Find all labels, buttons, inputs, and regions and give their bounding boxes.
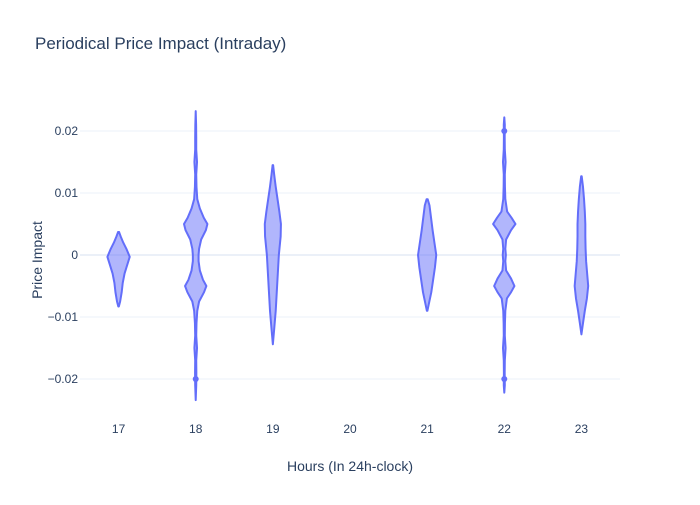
x-tick-label: 17 xyxy=(112,422,126,436)
violin-21[interactable] xyxy=(417,198,438,312)
x-tick-label: 23 xyxy=(575,422,589,436)
grid-layer xyxy=(80,130,620,380)
x-tick-label: 19 xyxy=(266,422,280,436)
violin-22[interactable] xyxy=(492,116,517,394)
violin-layer xyxy=(106,110,590,402)
y-tick-label: 0.01 xyxy=(55,186,79,200)
outlier-point[interactable] xyxy=(501,128,508,134)
chart-title: Periodical Price Impact (Intraday) xyxy=(35,34,287,53)
violin-17[interactable] xyxy=(106,231,131,308)
y-tick-label: −0.01 xyxy=(48,310,79,324)
x-tick-label: 22 xyxy=(498,422,512,436)
y-axis-title: Price Impact xyxy=(29,221,45,299)
axis-layer: 0.02 0.01 0 −0.01 −0.02 17 18 19 20 21 22 23 xyxy=(48,124,589,436)
violin-18[interactable] xyxy=(183,110,209,402)
violin-19[interactable] xyxy=(263,164,282,346)
y-tick-label: 0 xyxy=(71,248,78,262)
x-tick-label: 20 xyxy=(343,422,357,436)
x-axis-title: Hours (In 24h-clock) xyxy=(287,458,413,474)
x-tick-label: 21 xyxy=(420,422,434,436)
x-tick-label: 18 xyxy=(189,422,203,436)
violin-23[interactable] xyxy=(573,175,590,336)
outlier-point[interactable] xyxy=(501,376,508,382)
y-tick-label: 0.02 xyxy=(55,124,79,138)
y-tick-label: −0.02 xyxy=(48,372,79,386)
outlier-point[interactable] xyxy=(192,376,199,382)
